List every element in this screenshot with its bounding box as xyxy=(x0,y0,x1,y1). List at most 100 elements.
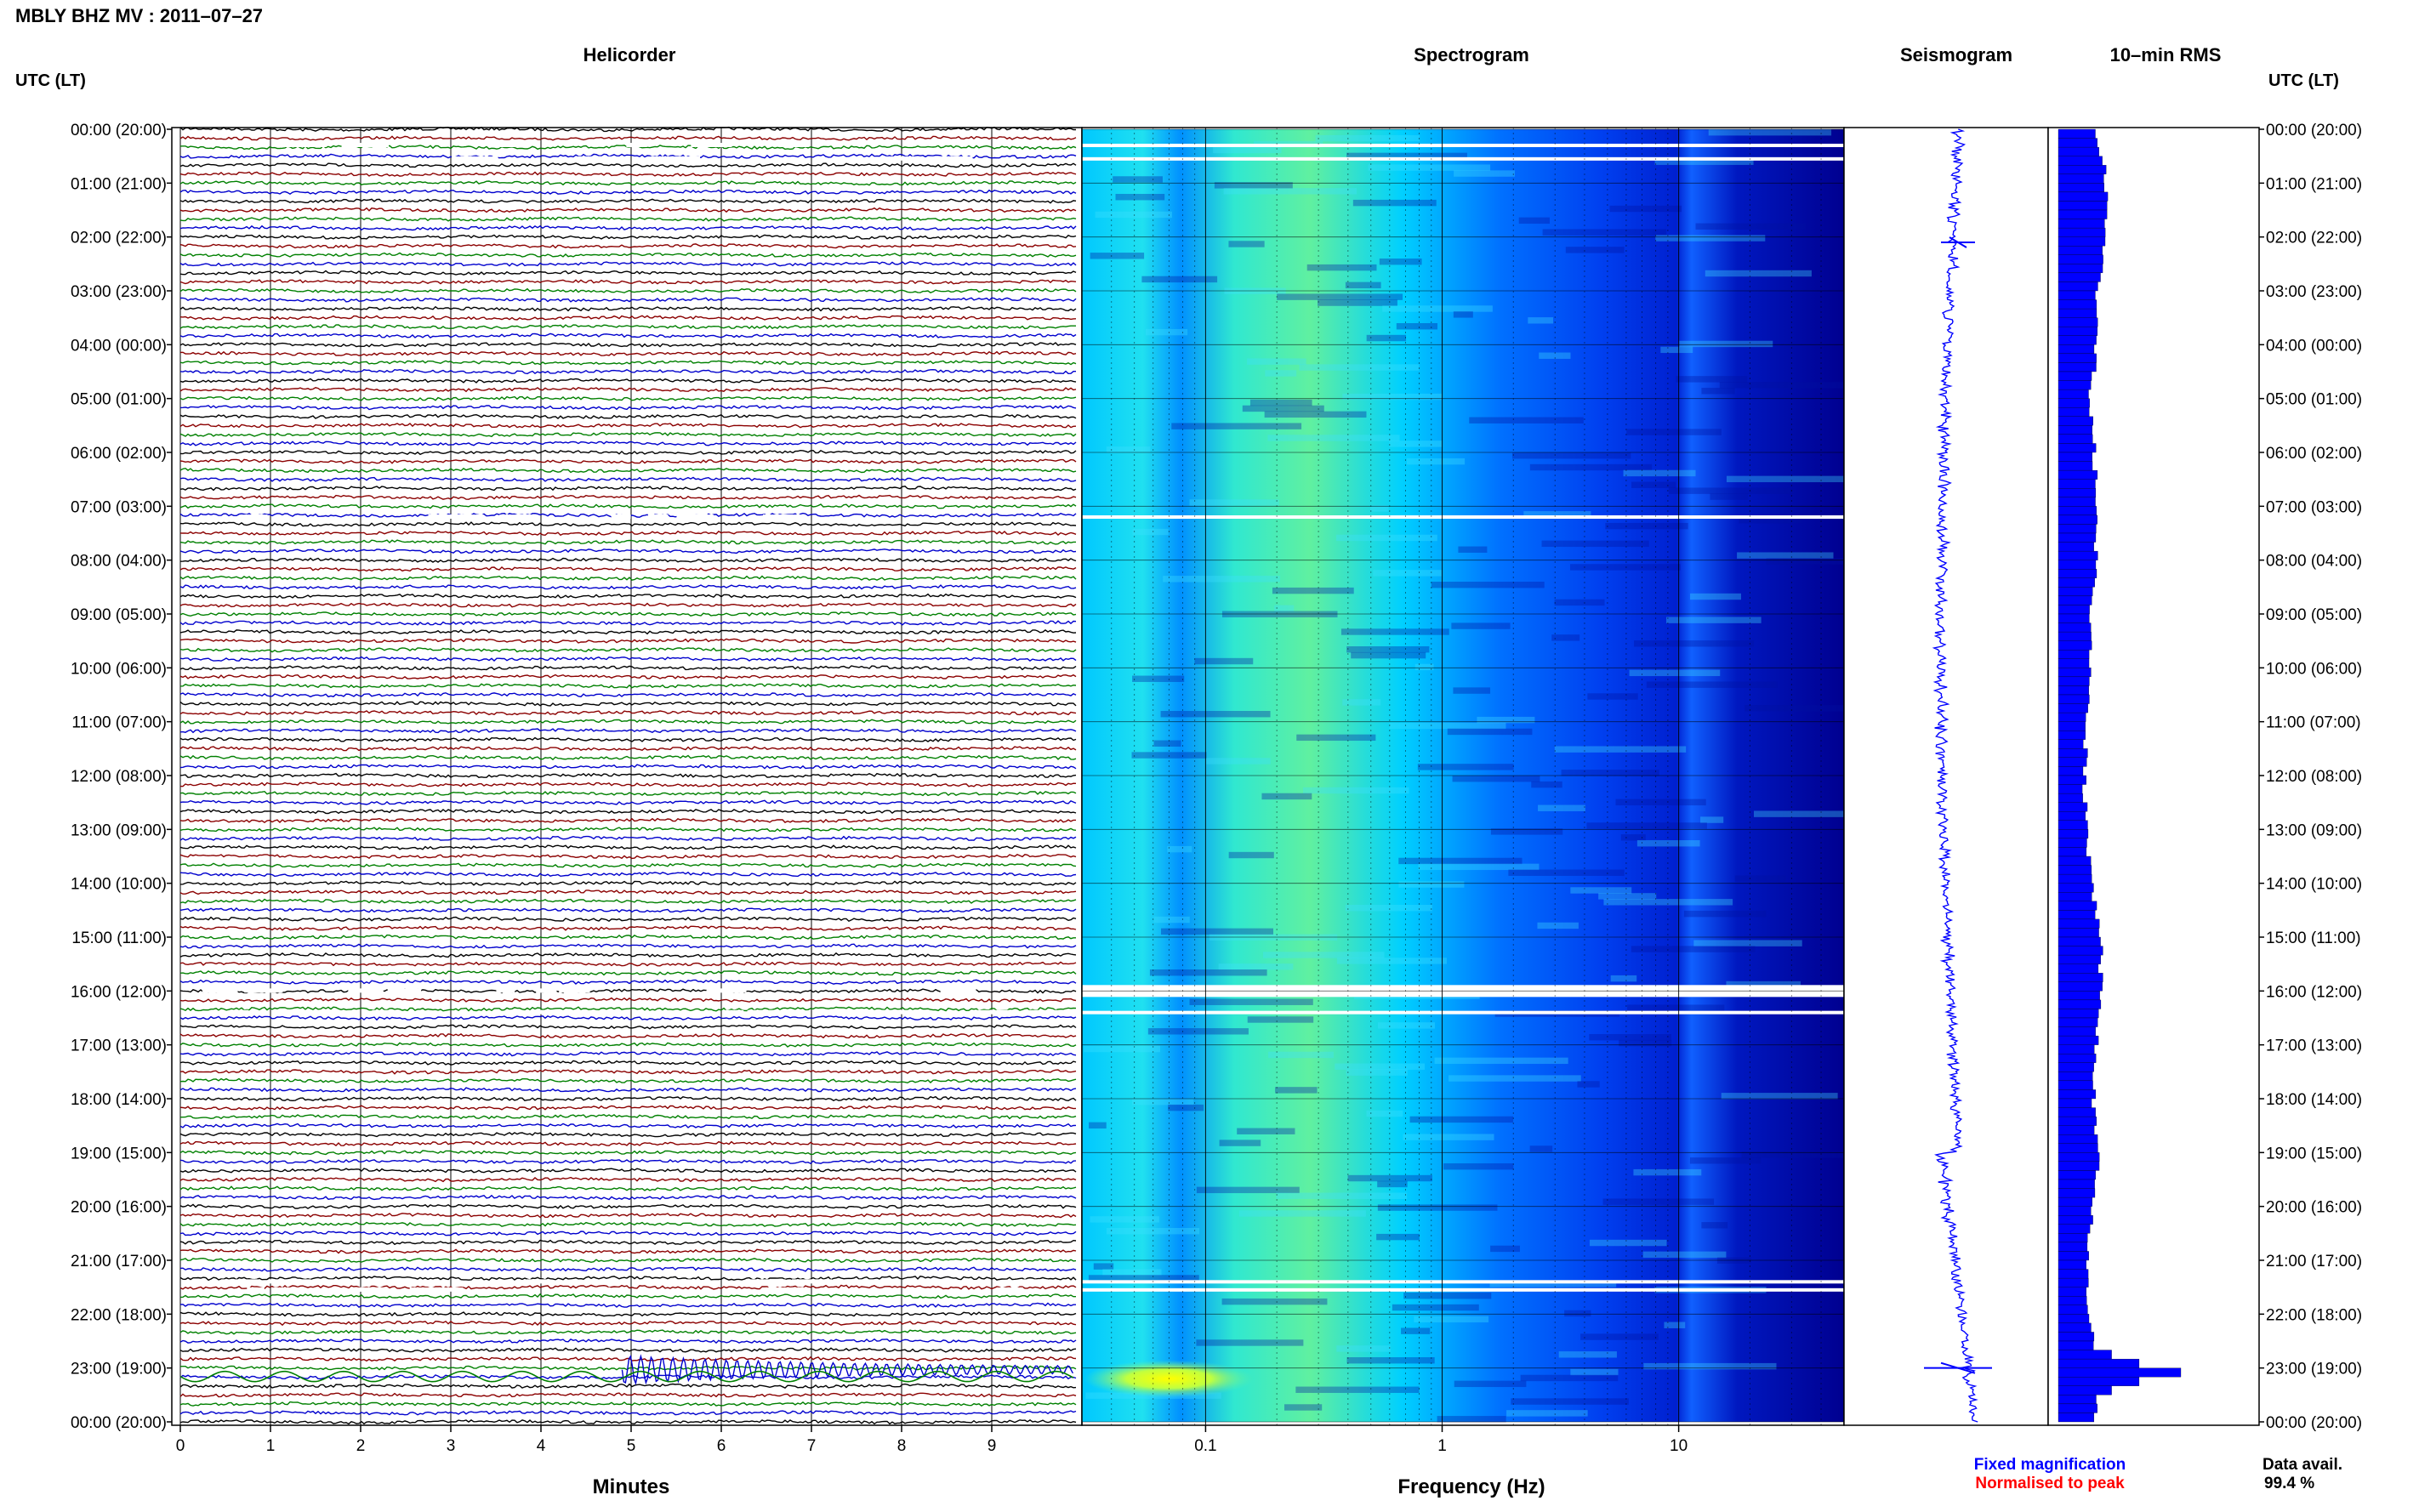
helicorder-trace xyxy=(179,1140,1077,1147)
spectrogram-texture xyxy=(1636,840,1700,847)
time-label-right: 15:00 (11:00) xyxy=(2266,929,2361,947)
helicorder-trace xyxy=(179,656,1077,662)
spectrogram-texture xyxy=(1602,1198,1715,1205)
rms-title: 10–min RMS xyxy=(2110,44,2222,65)
helicorder-gap-marker xyxy=(860,1009,895,1015)
helicorder-trace xyxy=(179,862,1077,868)
helicorder-trace xyxy=(179,395,1077,401)
helicorder-trace xyxy=(179,1203,1077,1209)
spectrogram-texture xyxy=(1570,1368,1619,1376)
rms-bar xyxy=(2058,1017,2098,1027)
helicorder-trace xyxy=(179,153,1077,159)
helicorder-trace xyxy=(179,961,1077,967)
helicorder-trace xyxy=(179,602,1077,608)
spectrogram-texture xyxy=(1654,158,1754,165)
spectrogram-texture xyxy=(1196,1339,1304,1346)
spectrogram-texture xyxy=(1377,1180,1408,1188)
time-label-left: 18:00 (14:00) xyxy=(71,1091,167,1109)
spectrogram-texture xyxy=(1160,711,1271,718)
spectrogram-texture xyxy=(1753,810,1862,817)
spectrogram-texture xyxy=(1090,253,1145,259)
seismogram-trace xyxy=(1932,128,1978,1423)
spectrogram-texture xyxy=(1153,740,1181,747)
helicorder-trace xyxy=(179,764,1077,770)
rms-bar xyxy=(2058,191,2109,202)
rms-bar xyxy=(2058,631,2092,641)
helicorder-trace xyxy=(179,1221,1077,1227)
rms-bar xyxy=(2058,1062,2094,1072)
rms-bar xyxy=(2058,1197,2092,1207)
rms-bar xyxy=(2058,550,2098,560)
helicorder-trace xyxy=(179,1150,1077,1156)
spectrogram-texture xyxy=(1529,463,1653,471)
spectrogram-texture xyxy=(1477,716,1535,724)
spectrogram-xtick-label: 1 xyxy=(1437,1437,1447,1455)
rms-bar xyxy=(2058,802,2088,812)
spectrogram-gap xyxy=(1082,156,1844,161)
helicorder-gap-marker xyxy=(341,143,382,147)
helicorder-trace xyxy=(179,1248,1077,1254)
spectrogram-texture xyxy=(1646,681,1778,688)
helicorder-trace xyxy=(179,799,1077,805)
spectrogram-texture xyxy=(1538,804,1585,811)
rms-bar xyxy=(2058,1179,2095,1189)
helicorder-trace xyxy=(179,1213,1077,1219)
spectrogram-texture xyxy=(1489,1281,1617,1287)
spectrogram-texture xyxy=(1683,910,1767,918)
helicorder-xtick-label: 7 xyxy=(807,1437,817,1455)
rms-bar xyxy=(2058,389,2089,399)
spectrogram-texture xyxy=(1610,975,1637,982)
spectrogram-texture xyxy=(1414,663,1434,671)
spectrogram-texture xyxy=(1302,787,1409,794)
time-label-left: 12:00 (08:00) xyxy=(71,768,167,786)
spectrogram-texture xyxy=(1389,441,1443,447)
rms-bar xyxy=(2058,918,2100,929)
time-label-left: 06:00 (02:00) xyxy=(71,445,167,463)
time-label-right: 16:00 (12:00) xyxy=(2266,983,2362,1001)
spectrogram-texture xyxy=(1734,875,1786,882)
helicorder-trace xyxy=(180,297,1077,303)
spectrogram-texture xyxy=(1389,722,1506,730)
helicorder-trace xyxy=(179,593,1077,599)
rms-bar xyxy=(2058,1242,2088,1252)
helicorder-trace xyxy=(179,835,1077,842)
helicorder-trace xyxy=(179,360,1077,366)
spectrogram-texture xyxy=(1551,634,1580,641)
helicorder-gap-marker xyxy=(626,143,647,147)
spectrogram-texture xyxy=(1506,1410,1588,1417)
helicorder-trace xyxy=(179,1293,1076,1299)
rms-bar xyxy=(2058,973,2103,982)
rms-bar xyxy=(2058,640,2092,651)
helicorder-trace xyxy=(179,1087,1077,1093)
rms-bar xyxy=(2058,703,2088,713)
time-label-right: 06:00 (02:00) xyxy=(2266,445,2362,463)
helicorder-trace xyxy=(179,754,1077,761)
spectrogram-texture xyxy=(1346,1357,1435,1364)
time-label-right: 00:00 (20:00) xyxy=(2266,122,2362,139)
spectrogram-texture xyxy=(1403,1293,1492,1299)
helicorder-gap-marker xyxy=(583,156,601,161)
time-label-left: 17:00 (13:00) xyxy=(71,1037,167,1055)
helicorder-trace xyxy=(179,907,1077,913)
spectrogram-texture xyxy=(1376,1233,1420,1241)
helicorder-trace xyxy=(179,997,1077,1003)
rms-bar xyxy=(2058,146,2099,156)
rms-bar xyxy=(2058,479,2096,489)
rms-bar xyxy=(2058,910,2096,920)
helicorder-xtick-label: 1 xyxy=(266,1437,276,1455)
spectrogram-texture xyxy=(1090,1216,1159,1223)
time-axis-left-title: UTC (LT) xyxy=(15,71,86,90)
spectrogram-gap xyxy=(1082,1287,1844,1292)
rms-bar xyxy=(2058,317,2098,327)
time-label-left: 15:00 (11:00) xyxy=(71,929,167,947)
rms-bar xyxy=(2058,954,2101,964)
helicorder-trace xyxy=(179,943,1077,949)
spectrogram-texture xyxy=(1366,1110,1403,1117)
spectrogram-texture xyxy=(1264,411,1367,418)
spectrogram-texture xyxy=(1620,834,1646,841)
helicorder-gap-marker xyxy=(244,988,283,993)
spectrogram-gap xyxy=(1082,1280,1844,1284)
rms-bar xyxy=(2058,595,2092,605)
helicorder-gap-marker xyxy=(936,156,973,161)
spectrogram-xtick-label: 0.1 xyxy=(1194,1437,1216,1455)
